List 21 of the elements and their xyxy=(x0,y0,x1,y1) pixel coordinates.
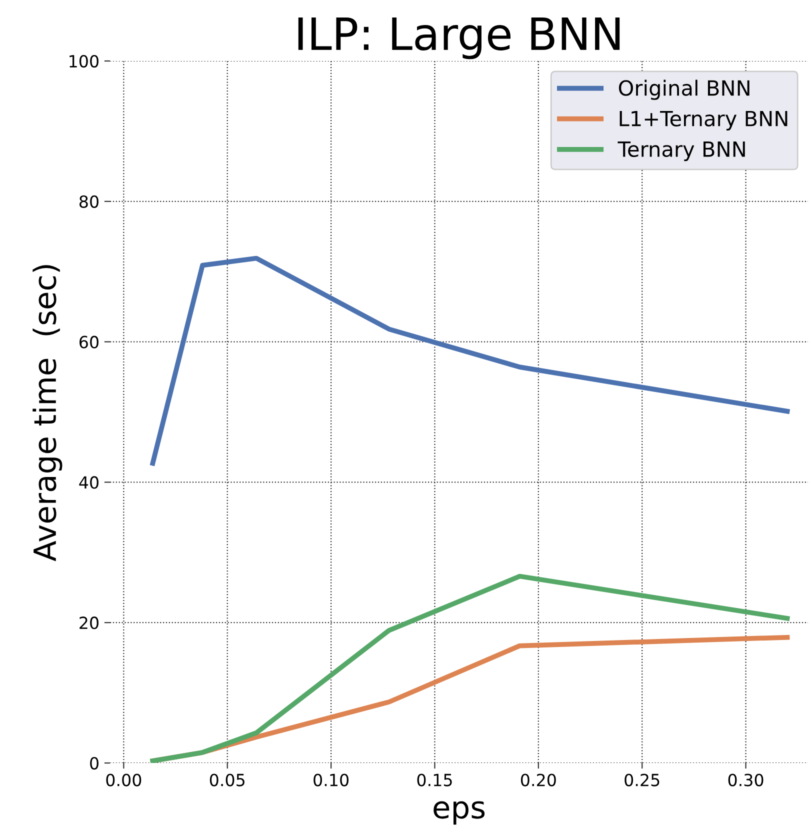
legend-label: L1+Ternary BNN xyxy=(620,110,788,130)
y-axis-title: Average time (sec) xyxy=(32,265,62,562)
chart-title: ILP: Large BNN xyxy=(298,17,620,60)
y-tick-label: 60 xyxy=(80,336,98,348)
x-tick-label: 0.25 xyxy=(624,774,660,786)
line-series xyxy=(150,574,790,763)
x-tick-label: 0.05 xyxy=(210,774,244,786)
y-tick-label: 40 xyxy=(79,476,98,489)
y-tick-label: 80 xyxy=(80,195,98,208)
y-tick-label: 0 xyxy=(90,756,98,770)
x-tick-label: 0.00 xyxy=(106,774,142,786)
y-tick-label: 20 xyxy=(80,616,98,630)
line-series xyxy=(150,256,790,466)
x-tick-label: 0.20 xyxy=(520,774,556,786)
x-tick-label: 0.15 xyxy=(417,774,452,786)
x-tick-label: 0.30 xyxy=(728,774,764,786)
y-tick-label: 100 xyxy=(70,54,98,68)
x-axis-title: eps xyxy=(434,801,485,825)
x-tick-label: 0.10 xyxy=(314,774,348,786)
legend-label: Original BNN xyxy=(618,80,750,100)
legend-label: Ternary BNN xyxy=(618,142,745,162)
